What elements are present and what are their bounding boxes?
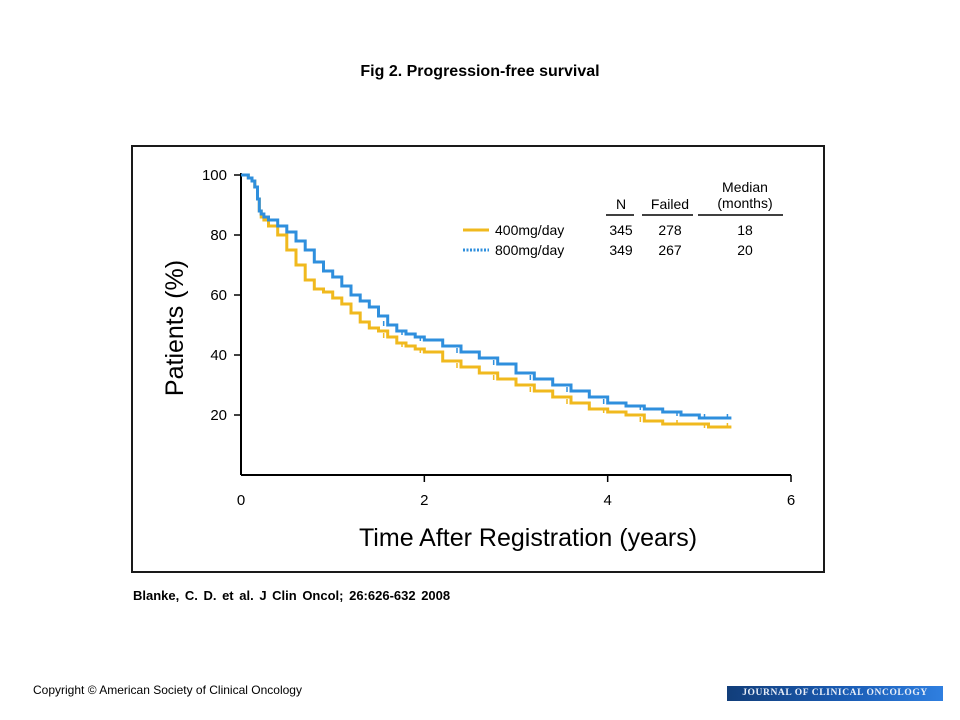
legend-header-median-line1: Median xyxy=(722,179,768,195)
y-tick-label: 60 xyxy=(210,287,227,304)
legend-table: N Failed Median (months) 400mg/day 345 2… xyxy=(463,179,783,258)
legend-label-800mg: 800mg/day xyxy=(495,242,564,258)
legend-failed-800mg: 267 xyxy=(658,242,682,258)
x-tick-label: 0 xyxy=(237,492,245,509)
legend-n-800mg: 349 xyxy=(609,242,633,258)
x-tick-label: 4 xyxy=(603,492,611,509)
legend-header-median-line2: (months) xyxy=(717,195,772,211)
x-tick-label: 2 xyxy=(420,492,428,509)
x-axis-label: Time After Registration (years) xyxy=(359,524,697,552)
chart-frame: 20 40 60 80 100 0 2 4 6 N Failed Median (months)… xyxy=(131,145,825,573)
y-tick-label: 100 xyxy=(202,167,227,184)
legend-header-n: N xyxy=(616,196,626,212)
km-curve-400mgday xyxy=(241,173,732,429)
axes: 20 40 60 80 100 0 2 4 6 xyxy=(202,167,795,509)
copyright-notice: Copyright © American Society of Clinical… xyxy=(33,683,302,697)
series-layer xyxy=(241,173,732,429)
legend-n-400mg: 345 xyxy=(609,222,633,238)
legend-failed-400mg: 278 xyxy=(658,222,682,238)
y-axis-label: Patients (%) xyxy=(161,260,189,396)
y-tick-label: 20 xyxy=(210,407,227,424)
x-tick-label: 6 xyxy=(787,492,795,509)
y-tick-label: 80 xyxy=(210,227,227,244)
legend-median-800mg: 20 xyxy=(737,242,753,258)
legend-label-400mg: 400mg/day xyxy=(495,222,564,238)
legend-header-failed: Failed xyxy=(651,196,689,212)
km-curve-800mgday xyxy=(241,173,732,420)
legend-median-400mg: 18 xyxy=(737,222,753,238)
survival-chart: 20 40 60 80 100 0 2 4 6 N Failed Median (months)… xyxy=(161,167,795,552)
figure-title: Fig 2. Progression-free survival xyxy=(360,63,600,80)
journal-logo-banner: JOURNAL OF CLINICAL ONCOLOGY xyxy=(727,686,943,701)
y-tick-label: 40 xyxy=(210,347,227,364)
citation: Blanke, C. D. et al. J Clin Oncol; 26:62… xyxy=(133,588,451,603)
